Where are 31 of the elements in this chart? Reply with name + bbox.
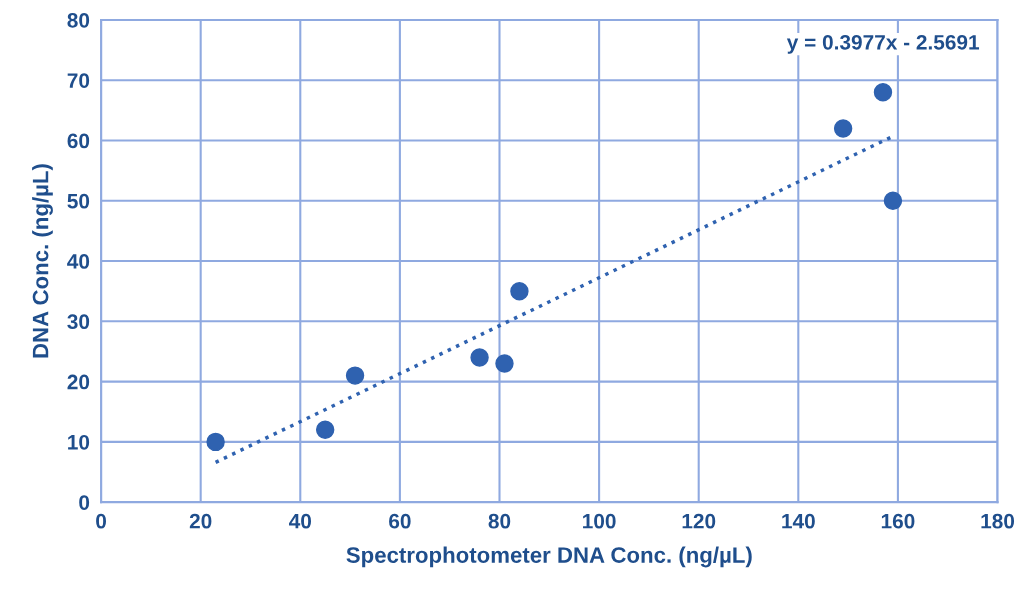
x-tick-label: 60 <box>389 513 411 529</box>
point <box>345 366 365 385</box>
y-tick-label: 20 <box>67 374 90 390</box>
point <box>495 354 514 373</box>
point <box>883 191 903 210</box>
point <box>510 281 529 301</box>
x-tick-label: 80 <box>488 513 511 529</box>
y-tick-label: 50 <box>67 193 90 209</box>
point <box>206 432 225 452</box>
x-tick-label: 100 <box>583 513 616 529</box>
y-tick-label: 0 <box>79 495 90 510</box>
x-tick-label: 120 <box>682 513 716 529</box>
y-tick-label: 30 <box>67 314 90 330</box>
y-tick-label: 40 <box>67 254 90 269</box>
y-tick-label: 70 <box>67 73 90 88</box>
annotation: y = 0.3977x - 2.5691 <box>786 34 980 54</box>
x-axis-title: Spectrophotometer DNA Conc. (ng/µL) <box>346 546 752 568</box>
point <box>315 420 335 440</box>
y-tick-label: 60 <box>67 133 90 149</box>
x-tick-label: 0 <box>96 513 107 529</box>
x-tick-label: 180 <box>981 513 1015 529</box>
x-tick-label: 40 <box>289 513 312 529</box>
x-tick-label: 20 <box>189 513 212 529</box>
y-tick-label: 10 <box>68 434 90 450</box>
point <box>833 119 853 138</box>
point <box>470 348 489 367</box>
y-axis-title: DNA Conc. (ng/µL) <box>32 164 53 358</box>
x-tick-label: 140 <box>782 513 815 529</box>
x-tick-label: 160 <box>881 513 915 529</box>
point <box>873 83 893 102</box>
y-tick-label: 80 <box>67 12 90 28</box>
